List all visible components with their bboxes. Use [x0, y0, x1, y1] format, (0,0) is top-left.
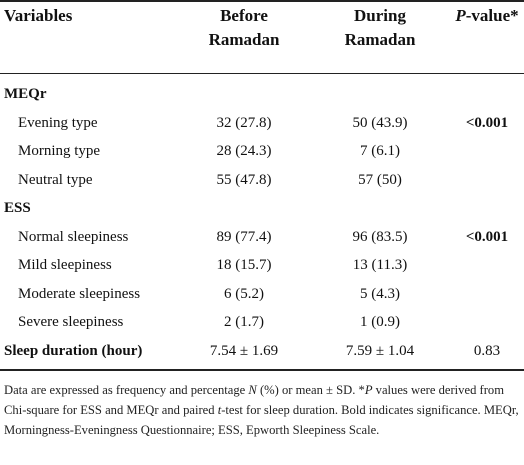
- footnote-t: t: [217, 403, 222, 417]
- footnote-part-d: -test for sleep duration. Bold indicates…: [4, 403, 519, 437]
- header-before-line2: Ramadan: [208, 30, 280, 49]
- table-row: Mild sleepiness 18 (15.7) 13 (11.3): [0, 253, 524, 277]
- header-before-ramadan: Before Ramadan: [184, 4, 304, 52]
- cell-during: 57 (50): [358, 171, 402, 188]
- footnote-n: N: [248, 383, 257, 397]
- table-row: Normal sleepiness 89 (77.4) 96 (83.5) <0.00…: [0, 225, 524, 249]
- header-during-ramadan: During Ramadan: [320, 4, 440, 52]
- header-p-italic: P: [455, 6, 466, 25]
- cell-during: 1 (0.9): [360, 314, 400, 330]
- cell-before: 89 (77.4): [216, 228, 272, 245]
- cell-p-value: <0.001: [465, 228, 509, 245]
- row-label: MEQr: [4, 86, 47, 102]
- footnote-part-b: (%) or mean ± SD. *: [256, 383, 365, 397]
- row-label: ESS: [4, 200, 31, 216]
- cell-during: 13 (11.3): [352, 257, 408, 273]
- cell-before: 2 (1.7): [224, 314, 264, 330]
- table-row: Evening type 32 (27.8) 50 (43.9) <0.001: [0, 111, 524, 135]
- bottom-rule: [0, 369, 524, 371]
- table-row: Severe sleepiness 2 (1.7) 1 (0.9): [0, 310, 524, 334]
- cell-p-value: 0.83: [473, 342, 501, 359]
- header-rule: [0, 73, 524, 74]
- footnote-part-a: Data are expressed as frequency and perc…: [4, 383, 249, 397]
- table-row: ESS: [0, 196, 524, 220]
- cell-before: 55 (47.8): [216, 171, 272, 188]
- footnote-part-c: values were derived from Chi-square for …: [4, 383, 504, 417]
- cell-during: 5 (4.3): [360, 285, 400, 302]
- cell-before: 32 (27.8): [216, 114, 272, 131]
- header-variables: Variables: [4, 6, 73, 25]
- cell-during: 50 (43.9): [352, 114, 408, 131]
- cell-before: 6 (5.2): [224, 285, 264, 302]
- header-p-rest: -value*: [465, 6, 519, 25]
- row-label: Neutral type: [18, 171, 93, 188]
- table-footnote: Data are expressed as frequency and perc…: [4, 380, 520, 440]
- table-row: MEQr: [0, 82, 524, 106]
- header-during-line2: Ramadan: [344, 30, 416, 49]
- row-label: Evening type: [18, 114, 98, 131]
- row-label: Mild sleepiness: [18, 257, 112, 273]
- row-label: Morning type: [18, 143, 101, 159]
- cell-during: 7.59 ± 1.04: [345, 342, 415, 359]
- header-during-line1: During: [354, 6, 406, 25]
- header-before-line1: Before: [220, 6, 268, 25]
- row-label: Normal sleepiness: [18, 228, 129, 245]
- row-label: Severe sleepiness: [18, 314, 124, 330]
- table-row: Neutral type 55 (47.8) 57 (50): [0, 168, 524, 192]
- cell-before: 18 (15.7): [216, 257, 272, 273]
- cell-during: 96 (83.5): [352, 228, 408, 245]
- cell-before: 28 (24.3): [216, 143, 272, 159]
- header-p-value: P-value*: [450, 4, 524, 28]
- cell-p-value: <0.001: [465, 114, 509, 131]
- cell-during: 7 (6.1): [360, 143, 400, 159]
- row-label: Sleep duration (hour): [4, 342, 143, 359]
- top-rule: [0, 0, 524, 2]
- table-row: Morning type 28 (24.3) 7 (6.1): [0, 139, 524, 163]
- footnote-p: P: [364, 383, 373, 397]
- cell-before: 7.54 ± 1.69: [209, 342, 279, 359]
- table-row: Moderate sleepiness 6 (5.2) 5 (4.3): [0, 282, 524, 306]
- row-label: Moderate sleepiness: [18, 285, 141, 302]
- table-row: Sleep duration (hour) 7.54 ± 1.69 7.59 ± 1…: [0, 339, 524, 363]
